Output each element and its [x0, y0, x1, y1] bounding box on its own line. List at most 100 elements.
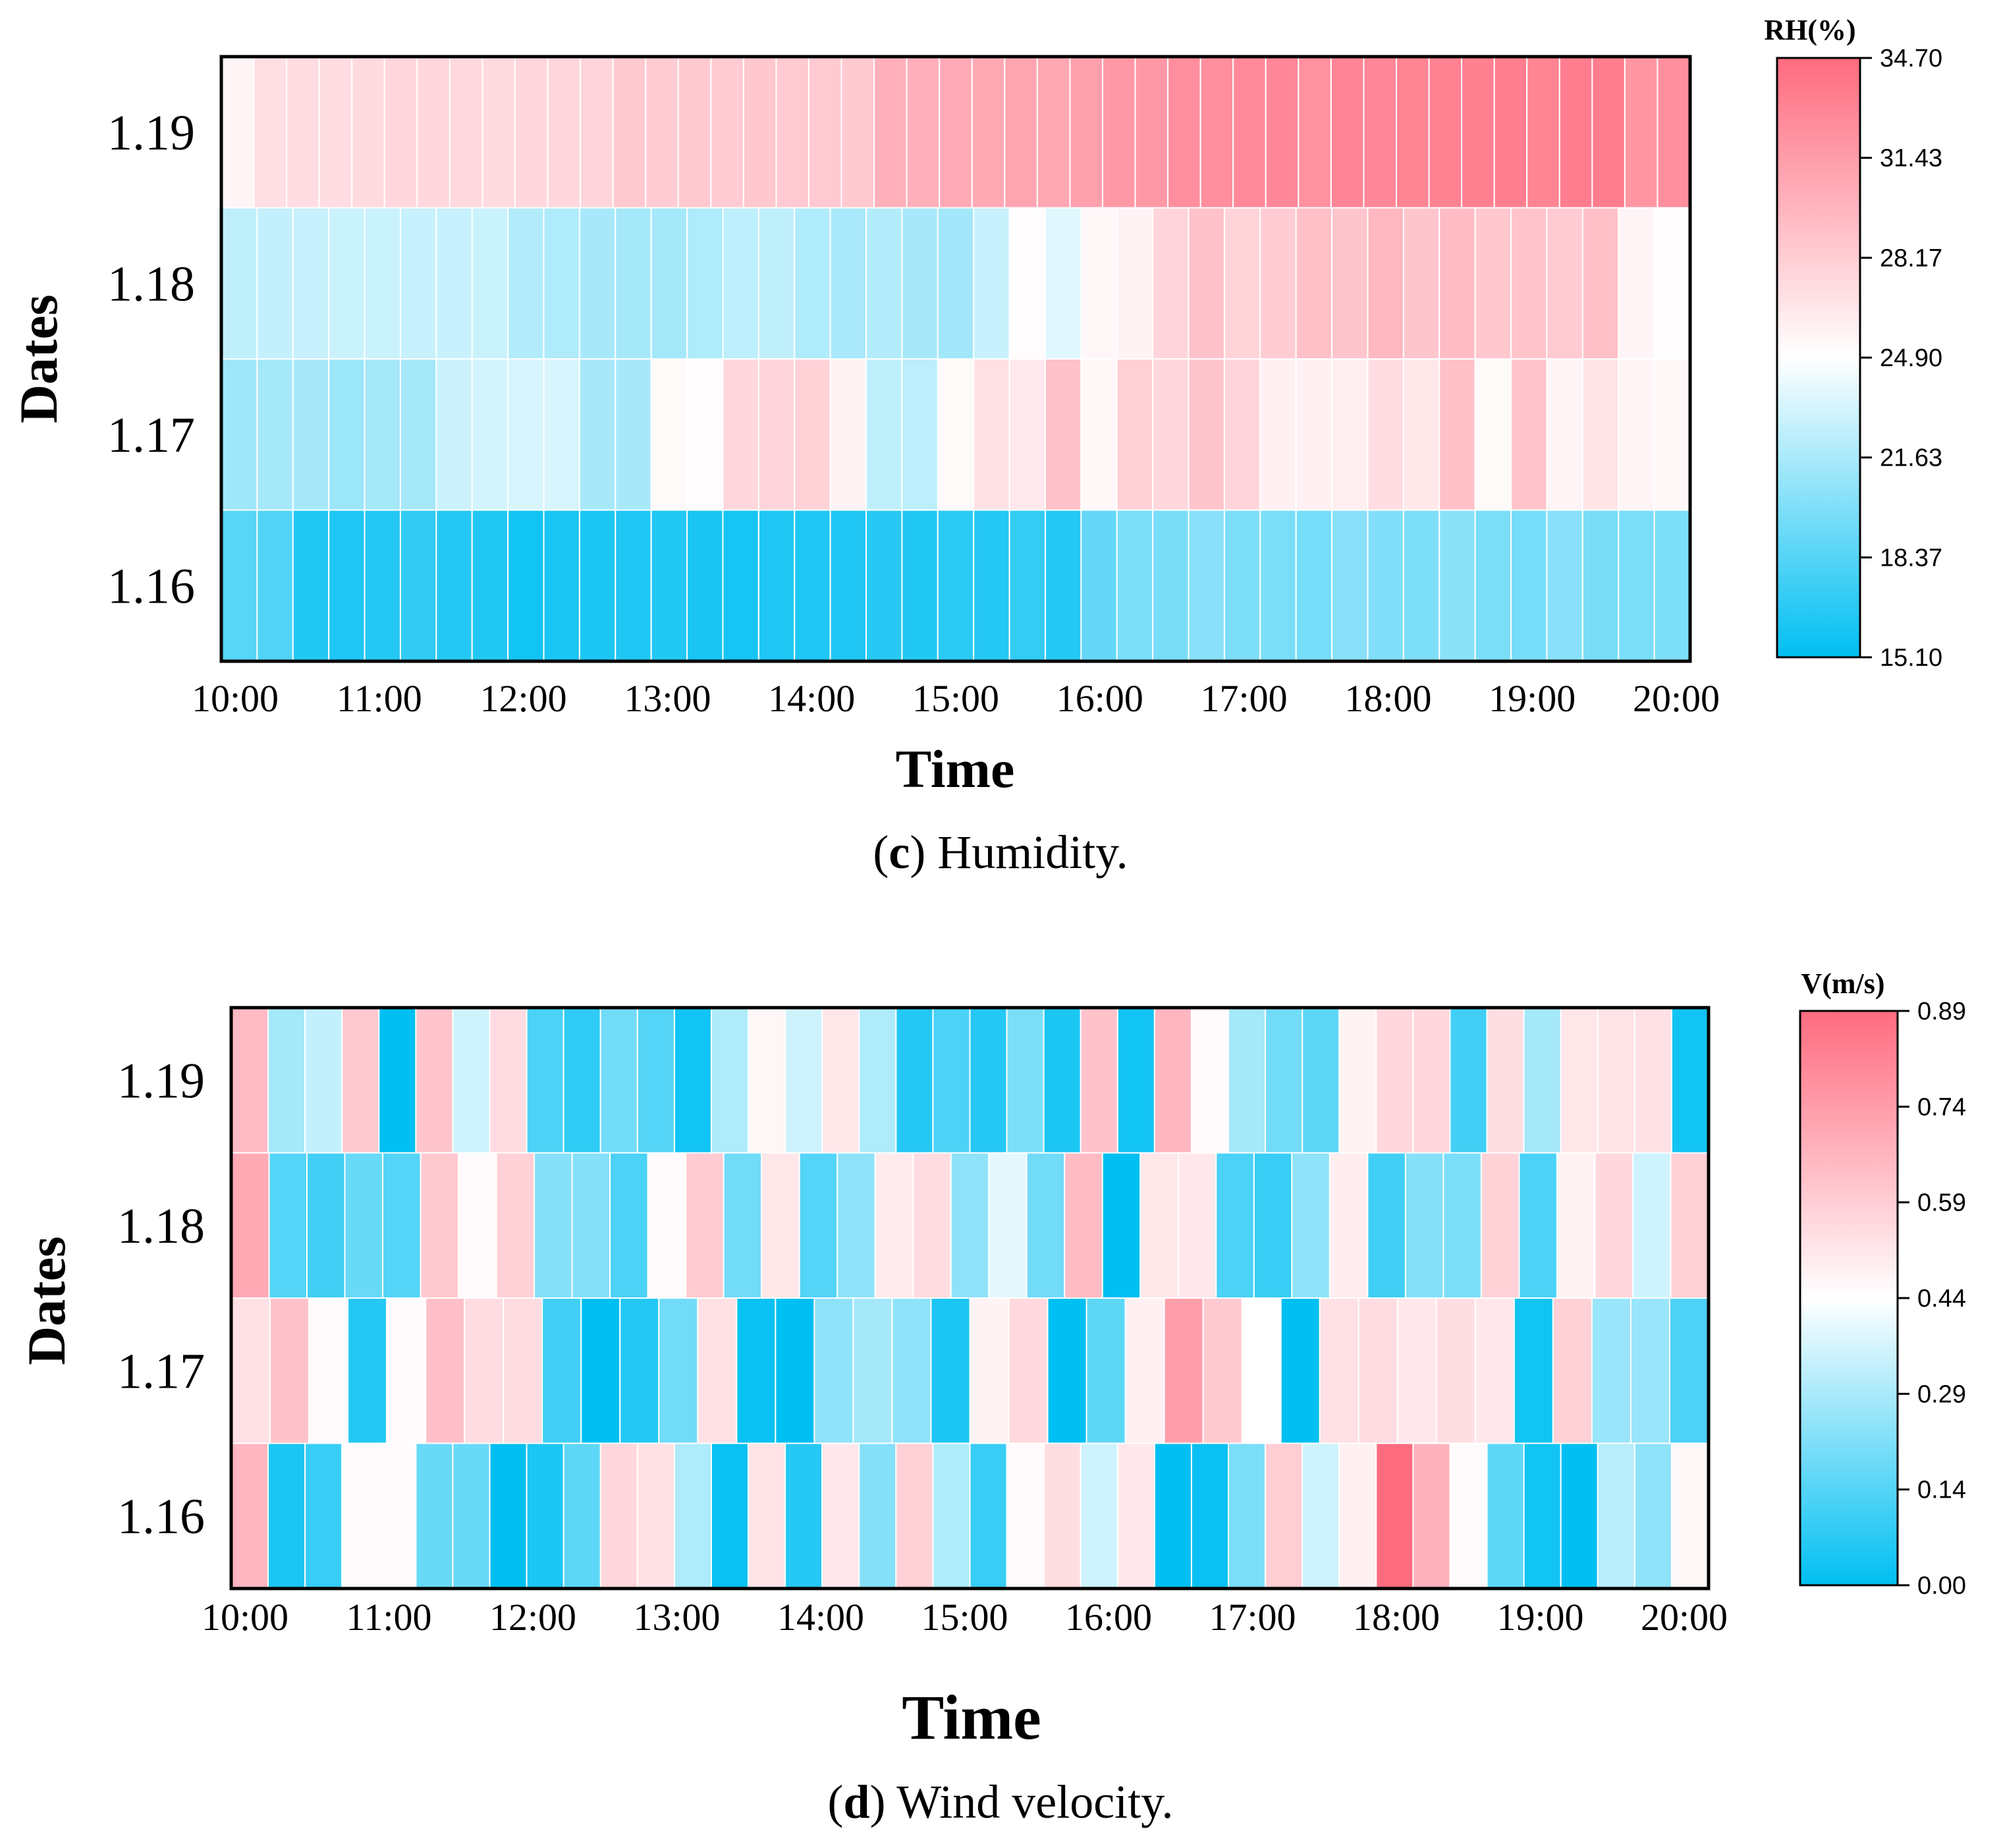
c-cell-r1-c22 [1008, 207, 1046, 360]
d-x-tick-label: 15:00 [921, 1596, 1008, 1639]
c-cell-r0-c22 [939, 56, 973, 209]
c-cell-r0-c32 [1265, 56, 1300, 209]
d-x-tick-label: 17:00 [1209, 1596, 1296, 1639]
c-cell-r0-c38 [1461, 56, 1495, 209]
c-cell-r3-c16 [794, 509, 831, 662]
d-cell-r0-c16 [821, 1007, 860, 1154]
c-cell-r3-c1 [256, 509, 294, 662]
d-cell-r2-c23 [1124, 1297, 1165, 1444]
c-cell-r2-c17 [829, 358, 867, 511]
d-cell-r1-c34 [1518, 1152, 1558, 1299]
d-cell-r1-c6 [458, 1152, 497, 1299]
c-x-tick-label: 20:00 [1633, 677, 1720, 720]
c-cell-r2-c23 [1044, 358, 1082, 511]
c-cell-r0-c35 [1363, 56, 1397, 209]
d-cell-r1-c36 [1594, 1152, 1633, 1299]
c-cell-r0-c16 [742, 56, 777, 209]
c-cell-r1-c21 [973, 207, 1010, 360]
d-cell-r0-c29 [1302, 1007, 1340, 1154]
d-cell-r3-c30 [1338, 1442, 1377, 1589]
c-cell-r2-c15 [757, 358, 796, 511]
c-cell-r3-c34 [1439, 509, 1476, 662]
d-cell-r2-c1 [269, 1297, 310, 1444]
d-cell-r3-c6 [452, 1442, 491, 1589]
d-cell-r3-c16 [821, 1442, 860, 1589]
c-cell-r0-c4 [351, 56, 385, 209]
d-cell-r3-c14 [748, 1442, 786, 1589]
d-cell-r2-c24 [1163, 1297, 1204, 1444]
c-cell-r0-c2 [286, 56, 320, 209]
c-cell-r1-c23 [1044, 207, 1082, 360]
c-cell-r2-c7 [471, 358, 509, 511]
c-cell-r1-c1 [256, 207, 294, 360]
d-cell-r0-c39 [1670, 1007, 1710, 1154]
c-cell-r2-c19 [901, 358, 939, 511]
d-colorbar-tick-label: 0.74 [1917, 1093, 1966, 1121]
c-cell-r3-c22 [1008, 509, 1046, 662]
d-cell-r0-c24 [1116, 1007, 1155, 1154]
d-cell-r2-c14 [775, 1297, 815, 1444]
c-cell-r3-c35 [1474, 509, 1512, 662]
c-cell-r1-c2 [292, 207, 330, 360]
d-cell-r0-c31 [1375, 1007, 1414, 1154]
c-cell-r2-c9 [543, 358, 580, 511]
c-colorbar-tick-label: 15.10 [1880, 644, 1942, 672]
c-cell-r0-c34 [1330, 56, 1365, 209]
c-cell-r0-c12 [612, 56, 647, 209]
d-cell-r3-c19 [932, 1442, 971, 1589]
c-cell-r1-c37 [1546, 207, 1583, 360]
d-cell-r3-c10 [599, 1442, 638, 1589]
c-cell-r3-c36 [1510, 509, 1548, 662]
c-cell-r2-c12 [650, 358, 688, 511]
c-cell-r0-c37 [1428, 56, 1463, 209]
c-cell-r0-c10 [547, 56, 582, 209]
d-cell-r2-c13 [736, 1297, 777, 1444]
c-colorbar-tick-label: 28.17 [1880, 244, 1942, 272]
c-cell-r1-c7 [471, 207, 509, 360]
c-cell-r3-c0 [221, 509, 258, 662]
c-cell-r2-c21 [973, 358, 1010, 511]
c-cell-r1-c19 [901, 207, 939, 360]
d-cell-r1-c7 [495, 1152, 535, 1299]
c-cell-r2-c5 [399, 358, 437, 511]
c-cell-r3-c30 [1295, 509, 1333, 662]
c-cell-r1-c38 [1581, 207, 1620, 360]
c-cell-r0-c25 [1036, 56, 1071, 209]
d-cell-r2-c15 [813, 1297, 854, 1444]
d-cell-r0-c11 [636, 1007, 675, 1154]
d-cell-r0-c22 [1043, 1007, 1082, 1154]
c-cell-r0-c31 [1232, 56, 1267, 209]
c-cell-r3-c40 [1653, 509, 1691, 662]
c-cell-r1-c6 [435, 207, 473, 360]
d-cell-r0-c5 [415, 1007, 454, 1154]
d-cell-r0-c38 [1633, 1007, 1672, 1154]
d-cell-r1-c33 [1480, 1152, 1520, 1299]
c-cell-r2-c3 [328, 358, 366, 511]
d-cell-r1-c24 [1139, 1152, 1179, 1299]
d-y-tick-label: 1.16 [117, 1489, 205, 1544]
d-y-tick-label: 1.17 [117, 1344, 205, 1399]
c-cell-r3-c25 [1116, 509, 1154, 662]
d-cell-r3-c13 [710, 1442, 750, 1589]
c-cell-r3-c5 [399, 509, 437, 662]
d-cell-r3-c4 [378, 1442, 417, 1589]
d-cell-r1-c27 [1253, 1152, 1293, 1299]
c-cell-r0-c28 [1134, 56, 1169, 209]
d-cell-r1-c30 [1367, 1152, 1406, 1299]
humidity-heatmap-cells [221, 56, 1691, 662]
d-cell-r2-c37 [1668, 1297, 1709, 1444]
c-cell-r2-c1 [256, 358, 294, 511]
d-cell-r3-c7 [489, 1442, 528, 1589]
d-cell-r1-c37 [1631, 1152, 1672, 1299]
d-colorbar-tick-label: 0.59 [1917, 1189, 1966, 1217]
c-cell-r3-c28 [1223, 509, 1261, 662]
wind-plot-frame [229, 1006, 1711, 1590]
d-y-tick-label: 1.18 [117, 1199, 205, 1254]
c-cell-r3-c26 [1152, 509, 1190, 662]
c-cell-r2-c18 [865, 358, 903, 511]
c-cell-r2-c14 [722, 358, 759, 511]
c-cell-r3-c11 [615, 509, 652, 662]
d-cell-r0-c8 [526, 1007, 564, 1154]
d-cell-r2-c11 [658, 1297, 699, 1444]
d-cell-r2-c8 [541, 1297, 582, 1444]
